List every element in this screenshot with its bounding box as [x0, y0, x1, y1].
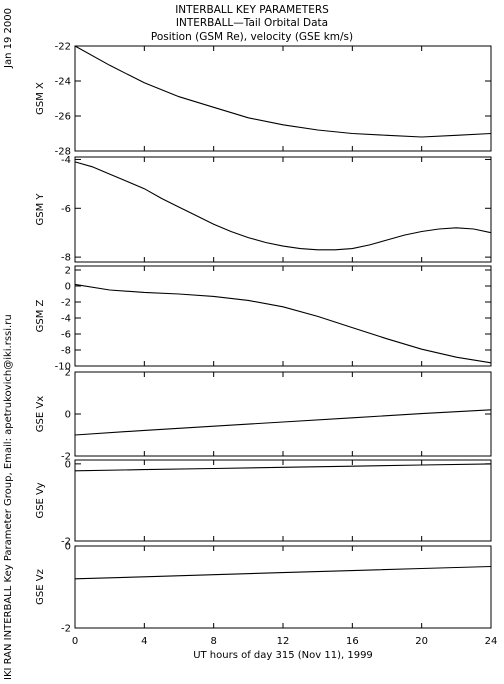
y-tick-label: 0: [65, 459, 71, 470]
x-tick-label: 12: [277, 636, 290, 647]
y-tick-label: -2: [61, 537, 71, 548]
x-tick-label: 4: [141, 636, 147, 647]
x-tick-label: 24: [485, 636, 498, 647]
y-tick-label: 2: [65, 368, 71, 379]
y-tick-label: 0: [65, 542, 71, 553]
x-axis-label: UT hours of day 315 (Nov 11), 1999: [193, 650, 373, 661]
y-axis-label: GSE Vz: [35, 569, 46, 605]
y-tick-label: -2: [61, 452, 71, 463]
y-tick-label: 0: [65, 410, 71, 421]
y-tick-label: -6: [61, 330, 71, 341]
y-axis-label: GSE Vx: [35, 396, 46, 432]
series-line: [74, 409, 492, 436]
y-axis-label: GSE Vy: [35, 482, 46, 518]
y-axis-label: GSM Y: [35, 193, 46, 226]
plot-frame: [74, 459, 492, 542]
x-tick-label: 8: [210, 636, 216, 647]
y-tick-label: -24: [55, 77, 71, 88]
y-tick-label: 2: [65, 266, 71, 277]
y-tick-label: 0: [65, 282, 71, 293]
chart-title-line1: INTERBALL KEY PARAMETERS: [175, 4, 329, 16]
y-tick-label: -2: [61, 298, 71, 309]
plot-frame: [74, 371, 492, 457]
x-tick-label: 20: [415, 636, 428, 647]
series-line: [74, 565, 492, 580]
y-tick-label: -26: [55, 112, 71, 123]
y-axis-label: GSM Z: [35, 299, 46, 332]
plot-frame: [74, 45, 492, 152]
y-tick-label: -4: [61, 314, 71, 325]
series-line: [74, 283, 492, 364]
y-tick-label: -8: [61, 346, 71, 357]
series-line: [74, 463, 492, 472]
x-tick-label: 0: [72, 636, 78, 647]
y-tick-label: -28: [55, 147, 71, 158]
series-line: [74, 45, 492, 138]
y-axis-label: GSM X: [35, 82, 46, 115]
y-tick-label: -22: [55, 42, 71, 53]
chart-title-line2: INTERBALL—Tail Orbital Data: [175, 17, 329, 29]
y-tick-label: -4: [61, 155, 71, 166]
y-tick-label: -2: [61, 624, 71, 635]
series-line: [74, 161, 492, 251]
y-tick-label: -10: [55, 362, 71, 373]
y-tick-label: -8: [61, 253, 71, 264]
chart-subtitle: Position (GSM Re), velocity (GSE km/s): [150, 31, 354, 43]
x-tick-label: 16: [346, 636, 359, 647]
plot-frame: [74, 545, 492, 629]
y-tick-label: -6: [61, 204, 71, 215]
